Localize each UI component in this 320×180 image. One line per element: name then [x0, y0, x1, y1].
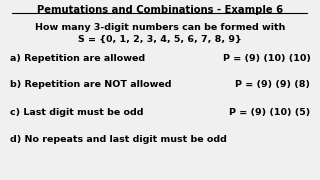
Text: b) Repetition are NOT allowed: b) Repetition are NOT allowed: [10, 80, 171, 89]
Text: P = (9) (10) (5): P = (9) (10) (5): [229, 108, 310, 117]
Text: S = {0, 1, 2, 3, 4, 5, 6, 7, 8, 9}: S = {0, 1, 2, 3, 4, 5, 6, 7, 8, 9}: [78, 35, 242, 44]
Text: a) Repetition are allowed: a) Repetition are allowed: [10, 54, 145, 63]
Text: Pemutations and Combinations - Example 6: Pemutations and Combinations - Example 6: [37, 5, 283, 15]
Text: How many 3-digit numbers can be formed with: How many 3-digit numbers can be formed w…: [35, 22, 285, 32]
Text: d) No repeats and last digit must be odd: d) No repeats and last digit must be odd: [10, 135, 227, 144]
Text: P = (9) (9) (8): P = (9) (9) (8): [236, 80, 310, 89]
Text: P = (9) (10) (10): P = (9) (10) (10): [222, 54, 310, 63]
Text: c) Last digit must be odd: c) Last digit must be odd: [10, 108, 143, 117]
